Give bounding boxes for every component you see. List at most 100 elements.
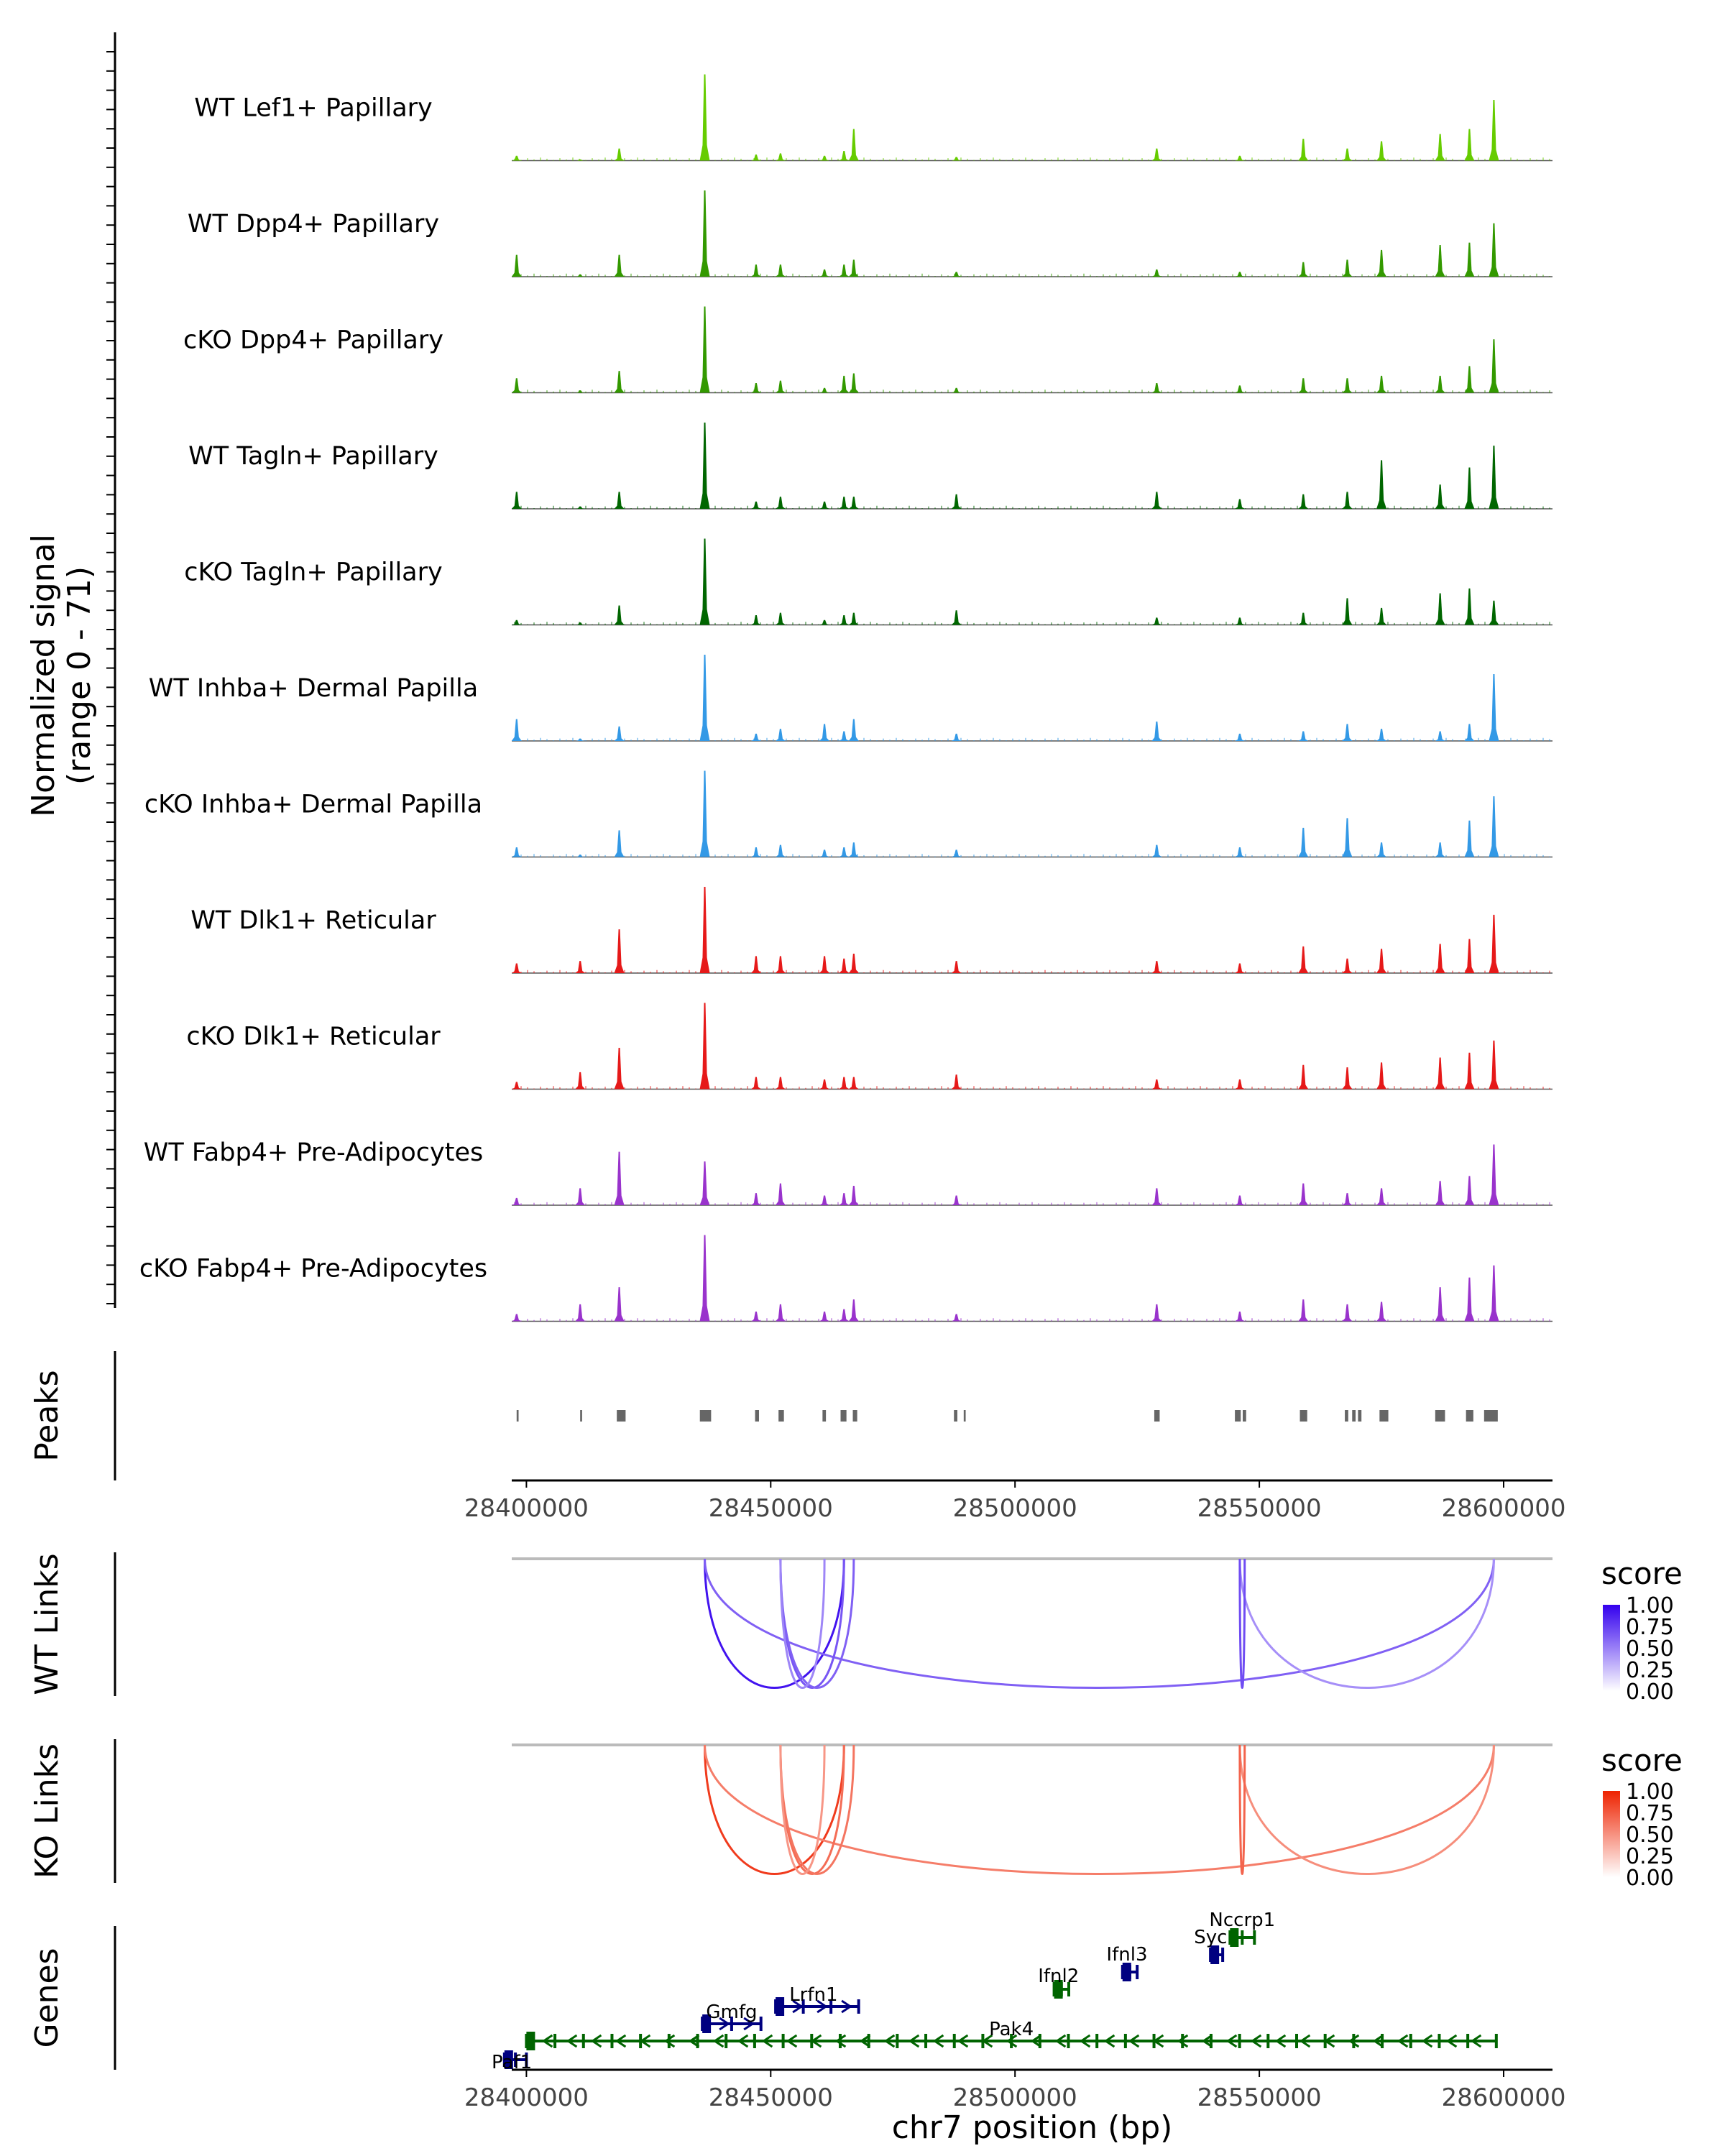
coverage-peak-shoulder (848, 854, 859, 857)
gene-exon (724, 2034, 728, 2048)
coverage-peak (851, 1299, 857, 1322)
coverage-track: cKO Dlk1+ Reticular (186, 1003, 1552, 1090)
coverage-peak-shoulder (575, 970, 586, 973)
coverage-peak (1379, 1302, 1384, 1322)
coverage-peak (1438, 484, 1443, 509)
coverage-peak-shoulder (511, 971, 522, 973)
coverage-peak-shoulder (1151, 737, 1162, 741)
gene-strand-arrow (1152, 2034, 1164, 2048)
coverage-peak (1379, 249, 1384, 277)
coverage-peak (617, 148, 622, 161)
gene-exon (730, 2017, 733, 2031)
gene-utr (702, 2014, 712, 2033)
peak-region (963, 1410, 966, 1422)
coverage-peak-shoulder (1376, 968, 1387, 973)
coverage-peak (1237, 385, 1243, 393)
coverage-peak-shoulder (614, 852, 625, 857)
coverage-peak (1237, 155, 1243, 161)
coverage-peak (1491, 223, 1496, 277)
gene-model: Lrfn1 (774, 1984, 860, 2016)
coverage-peak-shoulder (511, 1204, 522, 1205)
coverage-peak-shoulder (1435, 504, 1445, 509)
coverage-peak-shoulder (1435, 271, 1445, 277)
coverage-peak (1300, 262, 1306, 277)
coverage-track: WT Inhba+ Dermal Papilla (149, 655, 1552, 742)
coverage-peak-shoulder (819, 507, 830, 509)
peaks-x-tick-label: 28450000 (709, 1494, 833, 1523)
legend-tick-label: 0.50 (1626, 1823, 1674, 1848)
gene-strand-arrow (1128, 2034, 1140, 2048)
coverage-peak-shoulder (839, 390, 850, 393)
gene-strand-arrow (841, 1999, 852, 2014)
gene-model: Ifnl3 (1106, 1944, 1148, 1981)
gene-model: Nccrp1 (1209, 1909, 1275, 1947)
coverage-peak-shoulder (848, 273, 859, 277)
coverage-peak (1466, 242, 1472, 277)
coverage-peak (702, 1235, 708, 1322)
coverage-track-label: cKO Dpp4+ Papillary (183, 326, 443, 355)
coverage-peak-shoulder (511, 390, 522, 393)
gene-label: Lrfn1 (789, 1984, 837, 2006)
coverage-peak (954, 494, 960, 509)
coverage-peak (1154, 721, 1159, 741)
coverage-peak-shoulder (1234, 1319, 1245, 1322)
coverage-peak-shoulder (1342, 158, 1353, 161)
gene-strand-arrow (908, 2034, 920, 2048)
coverage-peak (851, 719, 857, 741)
coverage-peak-shoulder (699, 841, 710, 857)
coverage-peak (1438, 593, 1443, 625)
coverage-peak (617, 1287, 622, 1322)
coverage-peak-shoulder (951, 506, 962, 509)
coverage-peak (1344, 259, 1350, 277)
coverage-peak (778, 497, 783, 509)
genes-x-ticks: 28400000 28450000 28500000 28550000 28600000 (464, 2070, 1566, 2112)
coverage-peak (1466, 129, 1472, 161)
coverage-peak (577, 961, 583, 973)
coverage-peak (514, 1082, 520, 1089)
coverage-peak (577, 738, 583, 741)
coverage-peak-shoulder (1234, 740, 1245, 741)
coverage-peak-shoulder (750, 969, 761, 973)
coverage-ylabel-group: Normalized signal (range 0 - 71) (25, 534, 98, 817)
coverage-peak-shoulder (1376, 272, 1387, 277)
link-arc (1238, 1744, 1246, 1875)
coverage-peak-shoulder (1151, 854, 1162, 857)
coverage-peak-shoulder (1298, 157, 1309, 161)
peaks-x-ticks: 28400000 28450000 28500000 28550000 28600000 (464, 1480, 1566, 1523)
coverage-peak-shoulder (1342, 1202, 1353, 1205)
coverage-peak-shoulder (1298, 506, 1309, 509)
coverage-peak-shoulder (848, 1317, 859, 1322)
legend-tick-label: 0.00 (1626, 1866, 1674, 1891)
peak-region (1154, 1410, 1160, 1422)
coverage-peak (514, 1314, 520, 1322)
peak-region (954, 1410, 957, 1422)
coverage-peak-shoulder (511, 505, 522, 509)
coverage-peak (617, 1151, 622, 1205)
coverage-peak-shoulder (614, 389, 625, 393)
peak-region (1358, 1410, 1362, 1422)
coverage-peak (1438, 842, 1443, 857)
coverage-peak (778, 844, 783, 857)
coverage-peak (841, 497, 847, 509)
coverage-peak (702, 887, 708, 973)
gene-strand-arrow (1079, 2034, 1091, 2048)
link-arc (1238, 1744, 1495, 1875)
coverage-peak-shoulder (1489, 1194, 1499, 1205)
coverage-peak (1237, 617, 1243, 625)
coverage-peak-shoulder (951, 622, 962, 625)
gene-strand-arrow (816, 1999, 828, 2014)
coverage-peak (702, 655, 708, 741)
coverage-peak (1491, 600, 1496, 625)
coverage-peak (1154, 1079, 1159, 1089)
coverage-peak (851, 1185, 857, 1205)
coverage-peak-shoulder (848, 506, 859, 509)
coverage-peak-shoulder (1298, 852, 1309, 857)
coverage-peak-shoulder (614, 621, 625, 625)
coverage-peak-shoulder (699, 725, 710, 741)
coverage-peak-shoulder (1464, 155, 1475, 161)
coverage-peak (753, 1193, 759, 1205)
coverage-peak-shoulder (1342, 273, 1353, 277)
gene-utr (504, 2050, 513, 2069)
coverage-peak-shoulder (819, 1319, 830, 1322)
peaks-x-tick-label: 28400000 (464, 1494, 589, 1523)
